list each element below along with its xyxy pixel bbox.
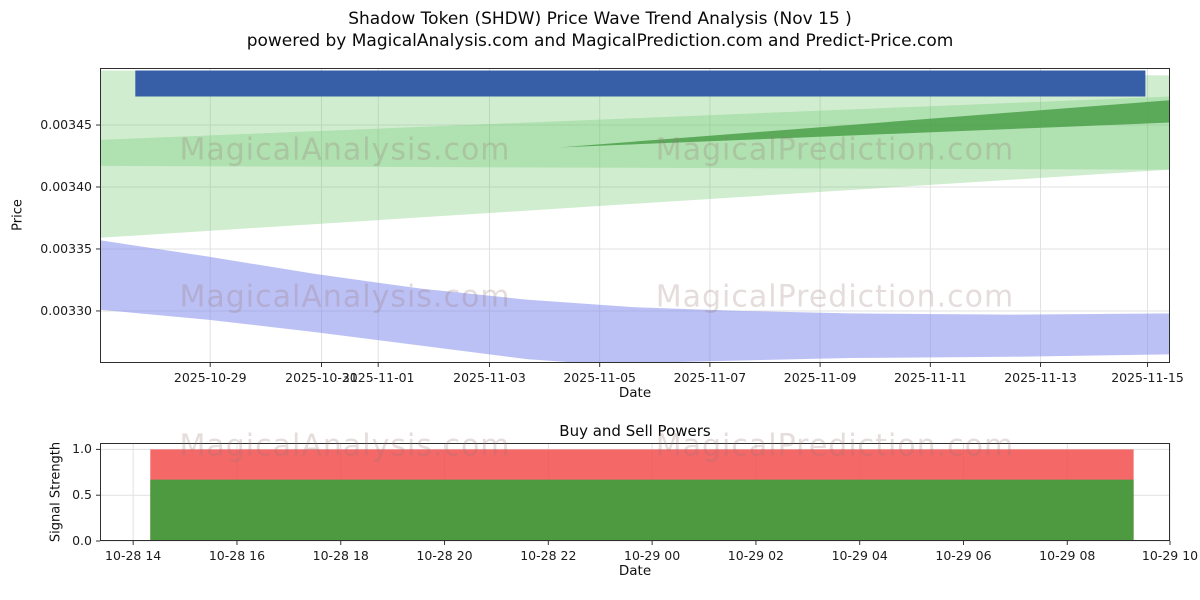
x-tick-label: 10-28 18 — [312, 548, 369, 563]
x-tick-label: 2025-11-09 — [783, 370, 857, 385]
x-tick-label: 2025-11-11 — [893, 370, 967, 385]
x-tick-label: 10-29 00 — [624, 548, 681, 563]
figure-title: Shadow Token (SHDW) Price Wave Trend Ana… — [0, 8, 1200, 52]
x-tick-label: 10-29 06 — [935, 548, 992, 563]
trend-wedge-dark-green — [560, 100, 1170, 148]
rising-trend-band-light-green — [100, 96, 1170, 170]
x-tick-label: 2025-11-05 — [563, 370, 637, 385]
lower-wave-band-purple — [100, 240, 1170, 363]
signal-chart-title: Buy and Sell Powers — [559, 422, 711, 440]
x-tick-label: 2025-11-15 — [1111, 370, 1184, 385]
y-tick-label: 1.0 — [72, 441, 92, 457]
upper-trend-band-light-green — [100, 70, 1170, 238]
y-tick-label: 0.5 — [72, 487, 92, 503]
x-tick-label: 10-28 16 — [208, 548, 266, 563]
price-wave-chart — [96, 68, 1170, 367]
x-tick-label: 2025-11-03 — [453, 370, 526, 385]
x-tick-label: 2025-10-29 — [173, 370, 247, 385]
resistance-bar-blue — [135, 70, 1146, 97]
x-tick-label: 2025-11-01 — [341, 370, 415, 385]
price-y-axis-label: Price — [10, 199, 26, 231]
x-tick-label: 10-29 08 — [1039, 548, 1096, 563]
x-tick-label: 10-29 04 — [831, 548, 888, 563]
y-tick-label: 0.00330 — [40, 302, 92, 318]
x-tick-label: 10-28 14 — [105, 548, 162, 563]
figure-title-line2: powered by MagicalAnalysis.com and Magic… — [246, 31, 954, 51]
figure-title-line1: Shadow Token (SHDW) Price Wave Trend Ana… — [348, 9, 852, 29]
x-tick-label: 2025-11-07 — [673, 370, 747, 385]
x-tick-label: 10-29 10 — [1141, 548, 1199, 563]
x-tick-label: 10-28 22 — [520, 548, 577, 563]
y-tick-label: 0.00345 — [40, 117, 92, 133]
y-tick-label: 0.00340 — [40, 178, 92, 194]
x-tick-label: 10-29 02 — [727, 548, 785, 563]
x-tick-label: 2025-10-31 — [285, 370, 358, 385]
x-tick-label: 2025-11-13 — [1004, 370, 1077, 385]
x-tick-label: 10-28 20 — [416, 548, 473, 563]
y-tick-label: 0.0 — [72, 533, 92, 548]
price-x-axis-label: Date — [618, 385, 652, 401]
signal-x-axis-label: Date — [618, 563, 652, 579]
buy-sell-power-chart — [96, 443, 1171, 545]
y-tick-label: 0.00335 — [40, 240, 92, 256]
buy-power-bar — [150, 479, 1134, 541]
